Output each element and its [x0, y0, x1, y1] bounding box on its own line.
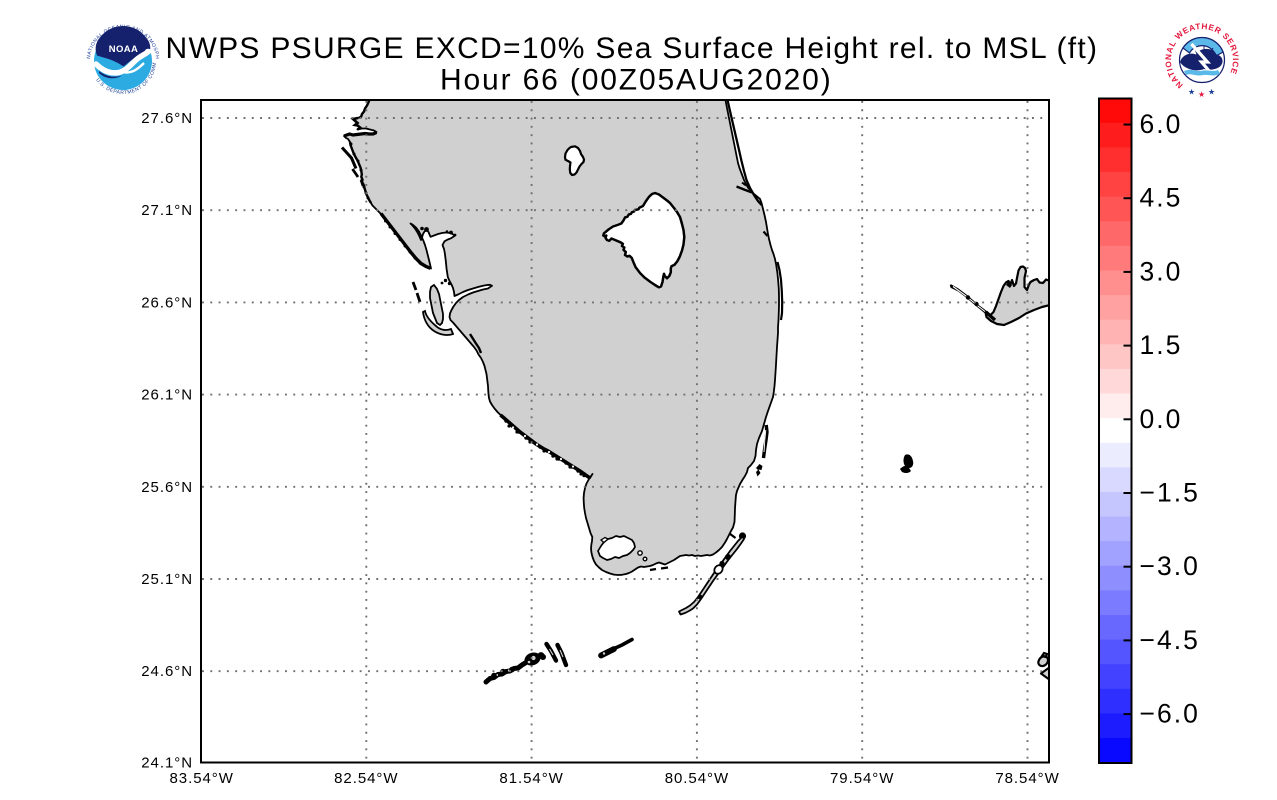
svg-text:−6.0: −6.0	[1140, 699, 1200, 729]
svg-text:★: ★	[1198, 90, 1205, 99]
svg-text:81.54°W: 81.54°W	[499, 770, 563, 787]
svg-text:26.6°N: 26.6°N	[141, 294, 193, 311]
svg-text:24.6°N: 24.6°N	[141, 663, 193, 680]
svg-text:Hour 66 (00Z05AUG2020): Hour 66 (00Z05AUG2020)	[440, 64, 833, 97]
svg-text:25.1°N: 25.1°N	[141, 571, 193, 588]
svg-text:79.54°W: 79.54°W	[830, 770, 894, 787]
svg-text:−1.5: −1.5	[1140, 478, 1200, 508]
svg-text:3.0: 3.0	[1140, 256, 1183, 286]
svg-text:27.6°N: 27.6°N	[141, 110, 193, 127]
svg-text:1.5: 1.5	[1140, 330, 1183, 360]
svg-text:★: ★	[1188, 88, 1195, 97]
svg-text:6.0: 6.0	[1140, 109, 1183, 139]
svg-text:★: ★	[1208, 88, 1215, 97]
svg-text:83.54°W: 83.54°W	[170, 770, 234, 787]
svg-text:27.1°N: 27.1°N	[141, 202, 193, 219]
svg-text:25.6°N: 25.6°N	[141, 479, 193, 496]
svg-text:−4.5: −4.5	[1140, 625, 1200, 655]
svg-text:0.0: 0.0	[1140, 404, 1183, 434]
svg-text:24.1°N: 24.1°N	[141, 755, 193, 772]
svg-text:NOAA: NOAA	[109, 44, 139, 55]
svg-text:26.1°N: 26.1°N	[141, 387, 193, 404]
svg-text:78.54°W: 78.54°W	[995, 770, 1059, 787]
svg-text:4.5: 4.5	[1140, 183, 1183, 213]
svg-text:82.54°W: 82.54°W	[334, 770, 398, 787]
svg-text:NWPS PSURGE EXCD=10% Sea Surfa: NWPS PSURGE EXCD=10% Sea Surface Height …	[166, 32, 1099, 65]
svg-text:80.54°W: 80.54°W	[665, 770, 729, 787]
svg-text:−3.0: −3.0	[1140, 551, 1200, 581]
